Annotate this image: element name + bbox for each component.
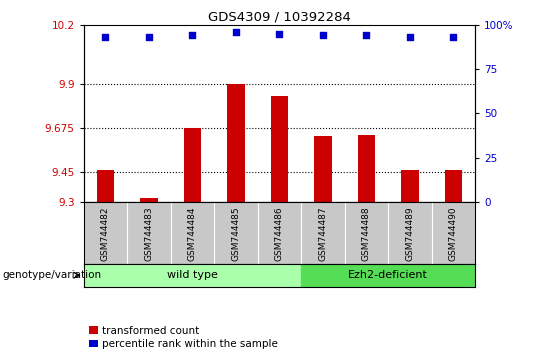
Title: GDS4309 / 10392284: GDS4309 / 10392284 xyxy=(208,11,351,24)
Point xyxy=(188,33,197,38)
Text: GSM744484: GSM744484 xyxy=(188,207,197,261)
Text: Ezh2-deficient: Ezh2-deficient xyxy=(348,270,428,280)
Text: wild type: wild type xyxy=(167,270,218,280)
Point xyxy=(319,33,327,38)
Legend: transformed count, percentile rank within the sample: transformed count, percentile rank withi… xyxy=(89,326,278,349)
Bar xyxy=(271,96,288,202)
Text: GSM744485: GSM744485 xyxy=(232,207,240,261)
Bar xyxy=(357,135,375,202)
Bar xyxy=(401,170,418,202)
Point xyxy=(145,34,153,40)
Text: GSM744483: GSM744483 xyxy=(145,207,153,261)
Text: GSM744489: GSM744489 xyxy=(406,207,415,261)
Text: GSM744482: GSM744482 xyxy=(101,207,110,261)
Text: genotype/variation: genotype/variation xyxy=(3,270,102,280)
Bar xyxy=(314,136,332,202)
Text: GSM744490: GSM744490 xyxy=(449,207,458,261)
Point xyxy=(101,34,110,40)
Text: GSM744487: GSM744487 xyxy=(319,207,327,261)
Bar xyxy=(97,170,114,202)
Text: GSM744486: GSM744486 xyxy=(275,207,284,261)
Point xyxy=(362,33,371,38)
Point xyxy=(275,31,284,36)
Point xyxy=(406,34,414,40)
Text: GSM744488: GSM744488 xyxy=(362,207,371,261)
Point xyxy=(232,29,240,35)
Bar xyxy=(227,84,245,202)
Bar xyxy=(140,198,158,202)
Bar xyxy=(445,170,462,202)
Bar xyxy=(184,128,201,202)
Point xyxy=(449,34,458,40)
